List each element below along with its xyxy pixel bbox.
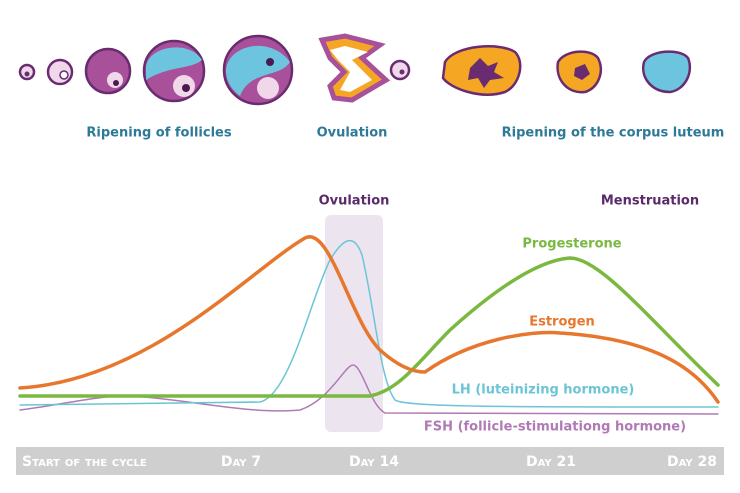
cells xyxy=(18,33,692,106)
cell xyxy=(24,71,30,77)
corpus-luteum xyxy=(468,58,504,88)
timeline-label: Day 28 xyxy=(667,454,717,470)
estrogen-curve xyxy=(18,235,720,404)
timeline-bar xyxy=(16,447,724,475)
cell xyxy=(257,77,279,99)
timeline-label: Day 21 xyxy=(526,454,576,470)
cell xyxy=(59,70,69,80)
hormone-label: LH (luteinizing hormone) xyxy=(452,383,635,398)
timeline-label: Day 14 xyxy=(349,454,399,470)
cell xyxy=(226,45,290,96)
stage-label: Ripening of the corpus luteum xyxy=(502,126,725,141)
cell xyxy=(146,47,202,80)
timeline-label: Start of the cycle xyxy=(22,454,147,470)
stage-label: Ripening of follicles xyxy=(86,126,231,141)
cell xyxy=(266,58,274,66)
hormone-curves xyxy=(18,235,720,415)
hormone-label: Estrogen xyxy=(529,315,595,330)
timeline-label: Day 7 xyxy=(221,454,261,470)
phase-label: Menstruation xyxy=(601,194,699,209)
cell xyxy=(84,47,132,95)
corpus-albicans xyxy=(641,50,692,94)
stage-label: Ovulation xyxy=(317,126,388,141)
cell xyxy=(46,58,74,86)
egg xyxy=(399,69,405,75)
hormone-label: Progesterone xyxy=(522,237,621,252)
phase-label: Ovulation xyxy=(319,194,390,209)
lh-curve xyxy=(19,239,719,408)
ruptured-follicle xyxy=(330,46,372,92)
egg xyxy=(389,59,411,81)
hormone-label: FSH (follicle-stimulationg hormone) xyxy=(424,420,686,435)
corpus-luteum xyxy=(574,64,590,80)
cell xyxy=(113,80,119,86)
cell xyxy=(182,84,190,92)
cell xyxy=(107,72,123,88)
